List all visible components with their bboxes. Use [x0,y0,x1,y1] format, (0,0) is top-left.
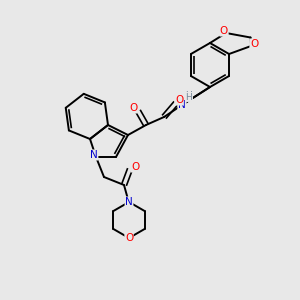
Text: N: N [125,197,133,207]
Text: O: O [250,39,258,49]
Text: O: O [129,103,137,113]
Text: O: O [220,26,228,36]
Text: O: O [175,95,183,105]
Text: N: N [178,100,186,110]
Text: H: H [186,92,192,100]
Text: N: N [178,100,186,110]
Text: N: N [90,150,98,160]
Text: O: O [131,162,139,172]
Text: O: O [125,233,133,243]
Text: H: H [186,92,192,101]
